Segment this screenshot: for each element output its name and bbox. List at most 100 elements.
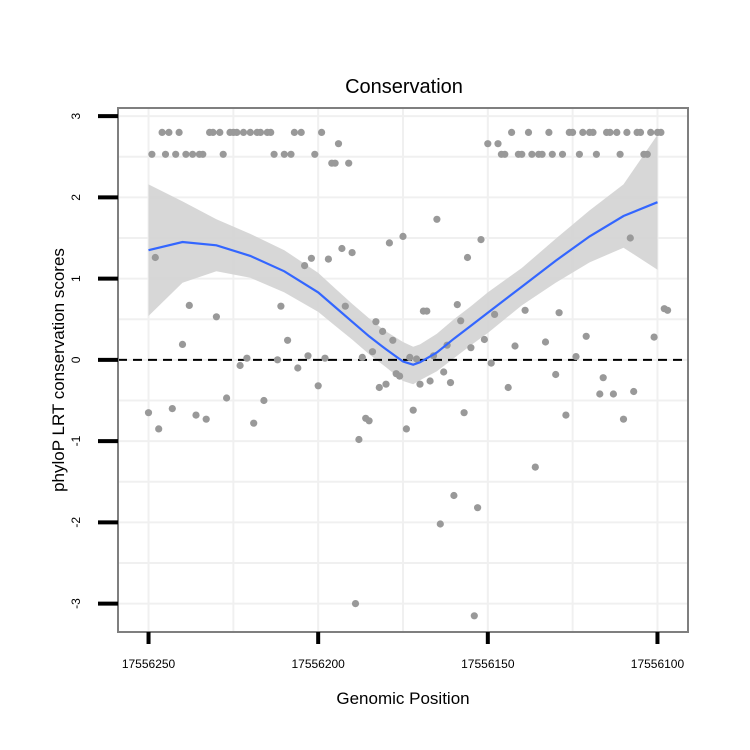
data-point [494,140,502,148]
data-point [396,372,404,380]
data-point [379,327,387,335]
panel-border [117,107,689,633]
data-point [202,415,210,423]
data-point [484,140,492,148]
x-tick-label: 17556200 [291,657,345,671]
data-point [239,128,248,136]
y-tick-label: -2 [69,517,83,528]
data-point [212,313,220,321]
data-point [172,150,180,158]
smooth-line [148,201,658,366]
data-point [270,150,278,158]
data-point [409,406,417,414]
data-point [351,600,360,608]
data-point [250,419,258,427]
data-point [531,463,539,471]
data-point [144,409,153,417]
data-point [161,150,170,158]
y-tick-label: -1 [69,435,83,446]
data-point [446,379,455,387]
data-point [647,128,655,136]
data-point [650,333,658,341]
data-point [185,301,193,309]
data-point [399,232,407,240]
data-point [626,234,634,242]
data-point [267,128,275,136]
data-point [334,140,343,148]
y-tick-label: -3 [69,598,83,609]
data-point [355,435,363,444]
data-point [467,344,475,352]
data-point [501,150,509,158]
data-point [480,335,488,344]
data-point [575,150,584,158]
data-point [423,307,431,315]
data-point [338,244,346,253]
data-point [457,317,465,325]
data-point [477,236,485,244]
data-point [290,128,298,136]
data-point [243,354,251,362]
data-point [331,159,339,167]
data-point [609,390,618,398]
y-axis-label: phyloP LRT conservation scores [49,248,68,492]
data-point [175,128,183,136]
data-point [307,254,315,262]
y-tick-label: 3 [69,112,83,119]
data-point [151,253,159,262]
data-point [613,128,621,136]
data-point [433,215,441,223]
data-point [426,377,434,385]
x-axis-label: Genomic Position [336,689,469,708]
data-point [606,128,614,136]
data-point [223,394,231,402]
x-axis: 17556250 17556200 17556150 17556100 [122,632,684,671]
data-point [314,382,322,390]
data-point [440,368,448,376]
y-tick-label: 2 [69,194,83,201]
data-point [358,353,366,361]
data-point [348,249,356,257]
data-point [236,361,244,370]
data-point [616,150,624,158]
data-point [569,128,577,136]
data-point [463,253,472,262]
data-point [294,364,302,372]
data-point [311,150,319,158]
data-point [538,150,546,158]
data-point [199,150,207,158]
data-point [552,370,560,379]
chart-title: Conservation [345,76,463,98]
data-point [406,353,414,361]
data-point [521,306,529,314]
data-point [365,417,373,425]
data-point [545,128,553,136]
data-point [599,374,607,382]
data-point [178,340,187,348]
data-point [256,128,265,136]
data-point [341,302,349,310]
data-point [389,336,397,344]
data-point [375,383,383,392]
y-tick-label: 0 [69,356,83,363]
data-point [558,150,567,158]
data-point [548,150,556,158]
data-point [460,409,468,417]
data-point [592,150,601,158]
data-point [297,128,305,136]
data-point [182,150,190,158]
data-points [144,128,672,620]
data-point [260,396,268,405]
y-axis: -3 -2 -1 0 1 2 3 [69,112,118,609]
data-point [304,352,312,360]
data-point [524,128,533,136]
data-point [582,332,590,340]
data-point [436,520,444,528]
data-point [189,150,197,158]
data-point [630,387,638,396]
data-point [453,301,461,309]
data-point [158,128,166,136]
data-point [148,150,156,158]
x-tick-label: 17556150 [461,657,515,671]
